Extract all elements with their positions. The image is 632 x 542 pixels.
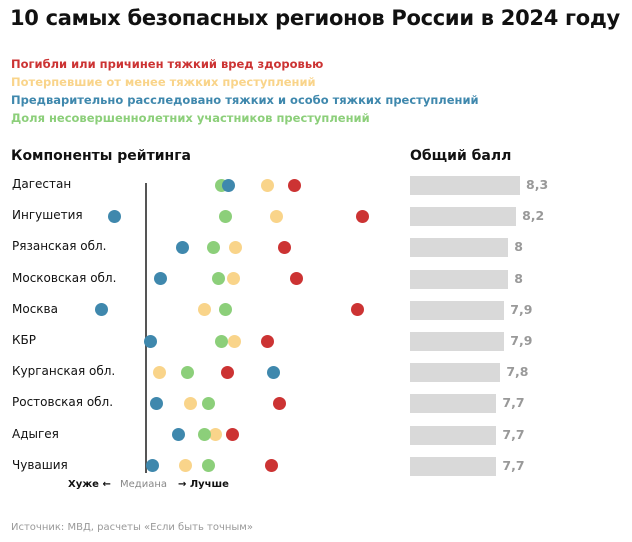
score-label: 7,7 [502, 426, 525, 442]
dot-red [220, 365, 234, 379]
dot-yellow [178, 459, 192, 473]
dot-green [218, 303, 232, 317]
region-label: КБР [12, 333, 36, 347]
dot-green [218, 209, 232, 223]
region-label: Московская обл. [12, 270, 117, 285]
dot-red [350, 303, 364, 317]
dot-red [287, 178, 301, 192]
region-label: Москва [12, 301, 58, 316]
legend-item: Предварительно расследовано тяжких и осо… [11, 93, 479, 107]
region-label: Адыгея [12, 426, 59, 441]
region-label: Чувашия [12, 457, 68, 472]
region-label: Дагестан [12, 177, 72, 191]
total-header: Общий балл [410, 148, 512, 164]
score-bar [410, 300, 505, 320]
score-bar [410, 238, 509, 258]
dot-red [289, 272, 303, 286]
dot-blue [175, 240, 189, 254]
axis-median: Медиана [120, 479, 167, 490]
dot-yellow [260, 178, 274, 192]
dot-red [272, 396, 286, 410]
dot-green [214, 334, 228, 348]
dot-green [201, 459, 215, 473]
chart-title: 10 самых безопасных регионов России в 20… [10, 6, 620, 30]
dot-green [206, 240, 220, 254]
score-label: 7,9 [510, 333, 533, 348]
dot-green [211, 272, 225, 286]
score-label: 7,8 [506, 364, 529, 380]
dot-blue [221, 178, 235, 192]
region-label: Ингушетия [12, 208, 83, 223]
dot-red [277, 240, 291, 254]
dot-red [355, 209, 369, 223]
score-label: 7,7 [502, 395, 525, 411]
dot-red [264, 459, 278, 473]
dot-yellow [228, 240, 242, 254]
region-label: Курганская обл. [12, 364, 116, 379]
score-label: 8,3 [526, 177, 549, 192]
dot-green [180, 365, 194, 379]
dot-blue [153, 272, 167, 286]
dot-yellow [197, 303, 211, 317]
dot-blue [107, 209, 121, 223]
score-bar [410, 456, 497, 476]
dot-yellow [183, 396, 197, 410]
legend-item: Погибли или причинен тяжкий вред здоровь… [11, 57, 324, 71]
dot-green [197, 428, 211, 442]
components-header: Компоненты рейтинга [11, 148, 191, 164]
axis-worse: Хуже ← [68, 479, 111, 490]
score-label: 8 [514, 270, 523, 286]
dot-green [201, 396, 215, 410]
score-label: 8,2 [522, 208, 545, 224]
legend-item: Доля несовершеннолетних участников прест… [11, 111, 370, 125]
axis-better: → Лучше [178, 479, 229, 490]
source-note: Источник: МВД, расчеты «Если быть точным… [11, 522, 253, 533]
dot-yellow [226, 272, 240, 286]
score-label: 7,7 [502, 457, 525, 473]
dot-blue [94, 303, 108, 317]
dot-yellow [208, 428, 222, 442]
legend-item: Потерпевшие от менее тяжких преступлений [11, 75, 316, 89]
median-line [145, 183, 147, 473]
score-bar [410, 176, 520, 195]
dot-yellow [269, 209, 283, 223]
score-bar [410, 269, 509, 289]
score-label: 7,9 [510, 301, 533, 317]
score-bar [410, 332, 505, 351]
region-label: Ростовская обл. [12, 395, 114, 410]
dot-blue [145, 459, 159, 473]
dot-blue [171, 428, 185, 442]
score-bar [410, 363, 501, 383]
dot-red [260, 334, 274, 348]
dot-blue [149, 396, 163, 410]
score-bar [410, 425, 497, 445]
dot-blue [143, 334, 157, 348]
dot-yellow [227, 334, 241, 348]
dot-blue [266, 365, 280, 379]
score-bar [410, 394, 497, 414]
score-label: 8 [514, 239, 523, 255]
dot-red [225, 428, 239, 442]
score-bar [410, 207, 517, 227]
dot-yellow [152, 365, 166, 379]
region-label: Рязанская обл. [12, 239, 107, 254]
